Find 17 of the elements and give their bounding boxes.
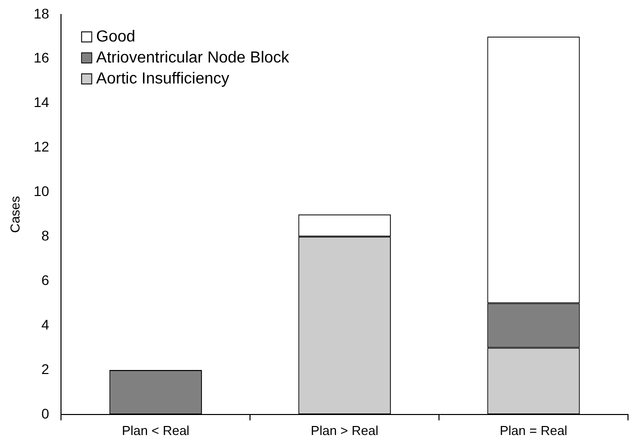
- y-tick-label: 14: [34, 94, 50, 110]
- x-tick-label: Plan < Real: [122, 422, 190, 438]
- x-tick-label: Plan = Real: [500, 422, 568, 438]
- y-tick-label: 8: [41, 227, 50, 244]
- legend-label: Good: [96, 28, 136, 46]
- y-tick-label: 4: [41, 316, 50, 332]
- y-tick-label: 2: [41, 360, 50, 377]
- y-tick-label: 18: [34, 5, 50, 22]
- legend-label: Aortic Insufficiency: [96, 70, 230, 88]
- y-tick-label: 12: [34, 138, 50, 155]
- y-tick-label: 0: [41, 405, 50, 422]
- legend-label: Atrioventricular Node Block: [96, 49, 290, 66]
- x-tick-label: Plan > Real: [310, 422, 378, 438]
- y-tick-label: 10: [34, 183, 50, 200]
- y-tick-label: 6: [41, 272, 50, 288]
- y-axis-title: Cases: [7, 195, 22, 233]
- y-tick-label: 16: [34, 50, 50, 66]
